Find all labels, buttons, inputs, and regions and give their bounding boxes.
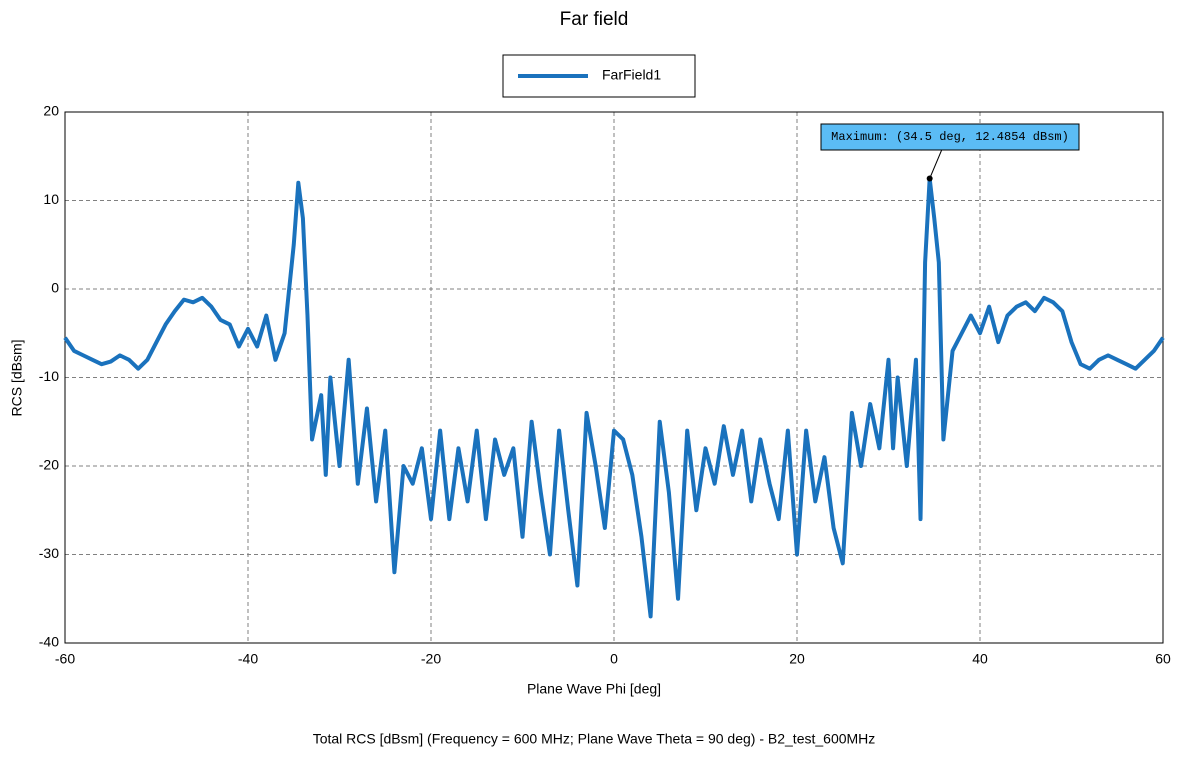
x-axis-label: Plane Wave Phi [deg] [527, 681, 661, 697]
annotation-box [820, 123, 1080, 151]
y-tick-label: 20 [43, 103, 59, 119]
x-tick-label: 40 [972, 651, 988, 667]
plot-frame [64, 111, 1164, 644]
x-tick-label: 0 [610, 651, 618, 667]
y-tick-label: -40 [39, 634, 59, 650]
x-tick-label: -60 [55, 651, 75, 667]
y-tick-label: 0 [51, 280, 59, 296]
x-tick-label: -40 [238, 651, 258, 667]
annotation-marker [926, 175, 933, 182]
footer: Total RCS [dBsm] (Frequency = 600 MHz; P… [313, 731, 876, 747]
annotation-text: Maximum: (34.5 deg, 12.4854 dBsm) [831, 130, 1069, 144]
x-tick-label: 20 [789, 651, 805, 667]
y-tick-label: -20 [39, 457, 59, 473]
chart-title: Far field [560, 9, 629, 30]
x-tick-label: -20 [421, 651, 441, 667]
legend-label: FarField1 [602, 67, 661, 83]
y-axis-label: RCS [dBsm] [9, 339, 25, 416]
annotation-leader [929, 149, 943, 179]
x-tick-label: 60 [1155, 651, 1171, 667]
data-line [63, 176, 1165, 619]
y-tick-label: 10 [43, 191, 59, 207]
y-tick-label: -10 [39, 368, 59, 384]
y-tick-label: -30 [39, 545, 59, 561]
